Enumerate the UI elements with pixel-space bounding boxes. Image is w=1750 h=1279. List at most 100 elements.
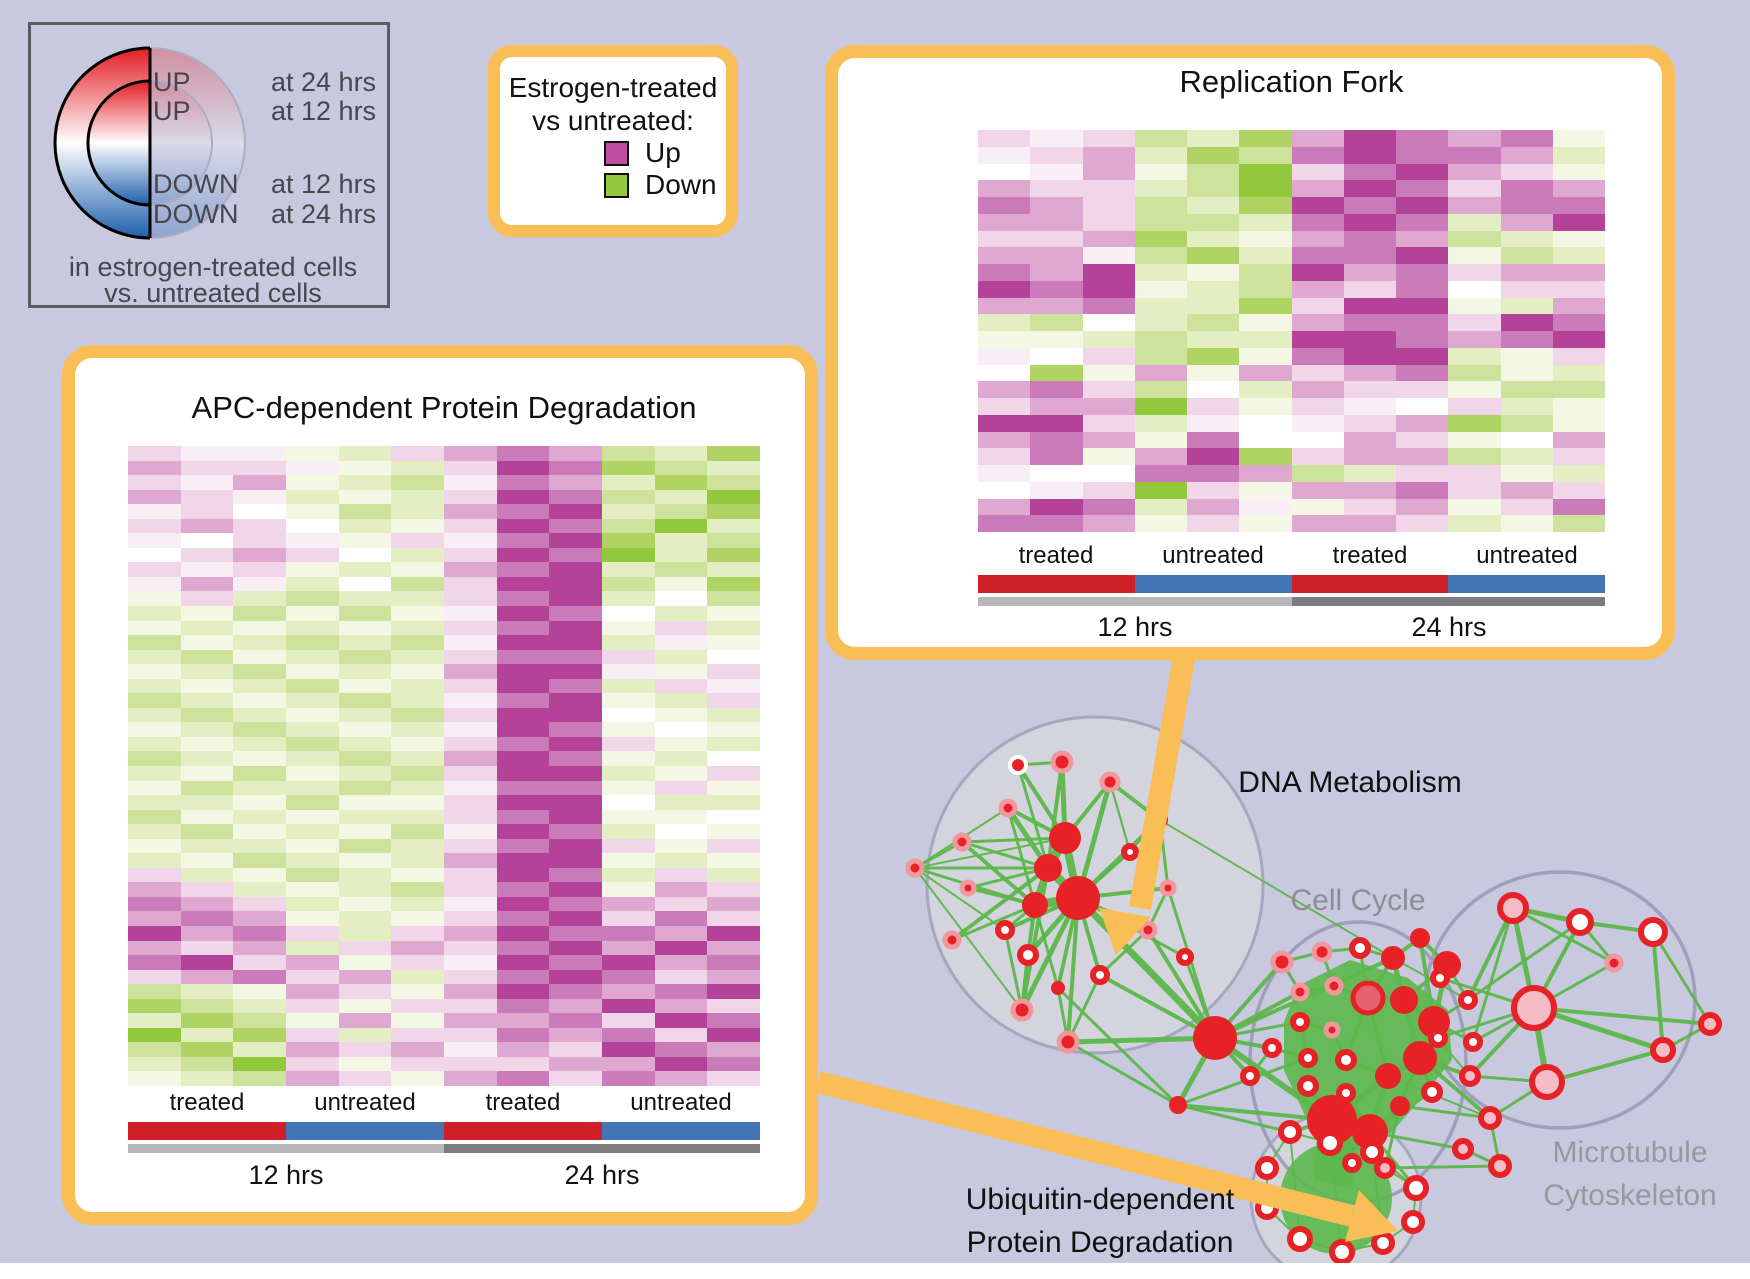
network-node [1650, 1037, 1676, 1063]
heatmap-cell [233, 620, 286, 636]
heatmap-cell [1030, 213, 1083, 231]
heatmap-cell [444, 1027, 497, 1043]
network-node [1381, 946, 1405, 970]
heatmap-cell [391, 649, 444, 665]
heatmap-cell [1343, 146, 1396, 164]
heatmap-cell [654, 998, 708, 1014]
heatmap-cell [1134, 364, 1187, 382]
heatmap-cell [496, 896, 550, 912]
heatmap-cell [1448, 398, 1501, 415]
heatmap-cell [1082, 197, 1135, 214]
heatmap-cell [444, 1042, 497, 1057]
heatmap-cell [444, 460, 497, 476]
network-node [998, 798, 1018, 818]
network-edge [1065, 1035, 1218, 1045]
heatmap-cell [1239, 297, 1292, 315]
heatmap-cell [1500, 264, 1553, 281]
heatmap-cell [1134, 230, 1187, 248]
rf-24h-label: 24 hrs [1411, 612, 1487, 642]
heatmap-cell [1030, 381, 1083, 398]
heatmap-cell [1187, 364, 1240, 382]
heatmap-cell [1187, 180, 1240, 197]
heatmap-cell [128, 867, 181, 883]
heatmap-cell [1448, 264, 1501, 281]
heatmap-cell [1500, 347, 1553, 365]
heatmap-cell [233, 955, 286, 970]
heatmap-cell [1239, 146, 1292, 164]
network-node [1390, 986, 1418, 1014]
network-edge [1398, 1104, 1492, 1120]
heatmap-cell [1396, 213, 1449, 231]
heatmap-cell [1239, 230, 1292, 248]
heatmap-cell [444, 766, 497, 781]
heatmap-cell [1239, 314, 1292, 331]
heatmap-cell [1343, 130, 1396, 147]
heatmap-cell [391, 460, 444, 476]
heatmap-cell [391, 1042, 444, 1057]
heatmap-cell [654, 475, 708, 490]
heatmap-cell [654, 446, 708, 461]
network-node [1349, 937, 1371, 959]
heatmap-cell [1187, 414, 1240, 432]
heatmap-cell [391, 736, 444, 752]
heatmap-cell [549, 809, 602, 825]
heatmap-cell [391, 489, 444, 505]
heatmap-cell [1343, 465, 1396, 482]
heatmap-cell [707, 1027, 760, 1043]
heatmap-cell [549, 707, 602, 723]
heatmap-cell [128, 722, 181, 737]
apc-24h-bar [444, 1144, 760, 1153]
network-edge [1651, 930, 1665, 1052]
network-node [1511, 985, 1557, 1031]
heatmap-cell [978, 264, 1031, 281]
heatmap-cell [1291, 465, 1344, 482]
heatmap-cell [444, 678, 497, 694]
heatmap-cell [549, 533, 602, 548]
network-node [1342, 1153, 1362, 1173]
heatmap-cell [1291, 213, 1344, 231]
heatmap-cell [496, 446, 550, 461]
heatmap-cell [496, 867, 550, 883]
heatmap-cell [654, 795, 708, 810]
heatmap-cell [128, 736, 181, 752]
heatmap-cell [1239, 280, 1292, 298]
heatmap-cell [549, 620, 602, 636]
network-edge [950, 866, 1050, 942]
heatmap-cell [286, 824, 339, 839]
heatmap-cell [654, 853, 708, 868]
heatmap-cell [391, 838, 444, 854]
heatmap-cell [1552, 398, 1605, 415]
heatmap-cell [180, 722, 234, 737]
heatmap-cell [286, 664, 339, 679]
heatmap-cell [1500, 247, 1553, 264]
heatmap-cell [180, 1013, 234, 1028]
heatmap-cell [286, 766, 339, 781]
heatmap-cell [1187, 381, 1240, 398]
heatmap-cell [1239, 163, 1292, 181]
heatmap-cell [1343, 331, 1396, 348]
heatmap-cell [1239, 515, 1292, 532]
heatmap-cell [1448, 197, 1501, 214]
heatmap-cell [1396, 180, 1449, 197]
heatmap-cell [1239, 264, 1292, 281]
heatmap-cell [286, 489, 339, 505]
heatmap-cell [444, 606, 497, 621]
heatmap-cell [1134, 197, 1187, 214]
heatmap-cell [338, 620, 392, 636]
heatmap-cell [549, 955, 602, 970]
heatmap-cell [391, 446, 444, 461]
heatmap-cell [128, 504, 181, 519]
heatmap-cell [286, 562, 339, 577]
network-node [1638, 917, 1668, 947]
heatmap-cell [338, 547, 392, 563]
heatmap-cell [549, 736, 602, 752]
heatmap-cell [707, 533, 760, 548]
heatmap-cell [286, 1027, 339, 1043]
heatmap-cell [496, 722, 550, 737]
heatmap-cell [654, 809, 708, 825]
heatmap-cell [978, 465, 1031, 482]
heatmap-cell [128, 576, 181, 592]
heatmap-cell [654, 547, 708, 563]
heatmap-cell [338, 562, 392, 577]
heatmap-cell [654, 576, 708, 592]
